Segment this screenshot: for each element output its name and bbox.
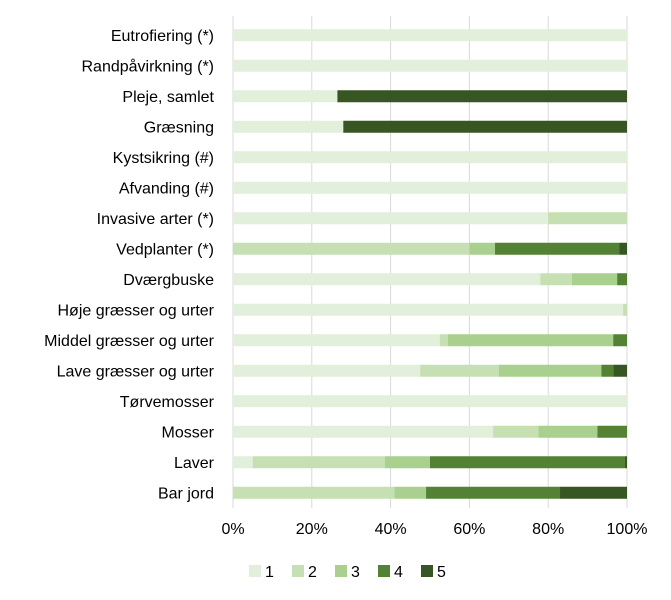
bar-segment-3 — [384, 456, 430, 469]
bar-segment-1 — [233, 212, 549, 225]
category-label: Afvanding (#) — [119, 180, 214, 197]
x-tick-label: 100% — [607, 521, 648, 538]
bar-segment-2 — [420, 364, 499, 377]
category-label: Randpåvirkning (*) — [81, 57, 214, 75]
legend-label: 2 — [308, 564, 317, 581]
bar-segment-5 — [625, 456, 627, 469]
bar-segment-4 — [613, 334, 627, 347]
x-tick-label: 60% — [453, 521, 485, 538]
category-label: Græsning — [144, 119, 214, 136]
bar-segment-1 — [233, 273, 541, 286]
bars — [233, 29, 627, 499]
category-label: Laver — [174, 455, 215, 472]
x-tick-label: 80% — [532, 521, 564, 538]
bar-segment-4 — [430, 456, 626, 469]
bar-segment-5 — [613, 364, 627, 377]
category-label: Dværgbuske — [123, 272, 214, 289]
category-label: Middel græsser og urter — [44, 333, 215, 350]
legend-swatch-4 — [378, 565, 390, 577]
bar-segment-3 — [538, 425, 598, 438]
bar-segment-4 — [597, 425, 627, 438]
bar-segment-2 — [623, 303, 627, 316]
bar-segment-2 — [493, 425, 539, 438]
bar-segment-3 — [498, 364, 602, 377]
category-labels: Eutrofiering (*) Randpåvirkning (*) Pleje,… — [44, 28, 215, 503]
bar-segment-2 — [233, 242, 470, 255]
category-label: Mosser — [162, 424, 215, 441]
category-label: Invasive arter (*) — [97, 211, 214, 228]
bar-segment-1 — [233, 120, 344, 133]
bar-segment-3 — [469, 242, 496, 255]
category-label: Eutrofiering (*) — [111, 28, 214, 45]
legend-label: 5 — [437, 564, 446, 581]
bar-segment-3 — [447, 334, 614, 347]
bar-segment-4 — [601, 364, 614, 377]
category-label: Vedplanter (*) — [116, 241, 214, 258]
bar-segment-1 — [233, 181, 627, 194]
legend: 1 2 3 4 5 — [249, 564, 446, 581]
bar-segment-5 — [619, 242, 627, 255]
bar-segment-1 — [233, 425, 494, 438]
legend-label: 1 — [265, 564, 274, 581]
bar-segment-1 — [233, 303, 624, 316]
bar-segment-1 — [233, 364, 421, 377]
bar-segment-2 — [439, 334, 448, 347]
bar-segment-1 — [233, 90, 338, 103]
x-axis-tick-labels: 0% 20% 40% 60% 80% 100% — [221, 521, 647, 538]
bar-segment-1 — [233, 395, 627, 408]
x-tick-label: 20% — [296, 521, 328, 538]
category-label: Kystsikring (#) — [113, 150, 214, 167]
bar-segment-2 — [233, 486, 395, 499]
bar-segment-2 — [252, 456, 385, 469]
category-label: Tørvemosser — [120, 394, 215, 411]
bar-segment-4 — [495, 242, 620, 255]
bar-segment-5 — [337, 90, 627, 103]
legend-label: 4 — [394, 564, 403, 581]
category-label: Bar jord — [158, 485, 214, 502]
legend-swatch-2 — [292, 565, 304, 577]
bar-segment-2 — [548, 212, 627, 225]
legend-label: 3 — [351, 564, 360, 581]
category-label: Lave græsser og urter — [57, 363, 215, 380]
legend-swatch-3 — [335, 565, 347, 577]
bar-segment-2 — [540, 273, 572, 286]
bar-segment-4 — [617, 273, 627, 286]
bar-segment-3 — [394, 486, 427, 499]
x-tick-label: 40% — [375, 521, 407, 538]
bar-segment-1 — [233, 151, 627, 164]
bar-segment-5 — [560, 486, 627, 499]
bar-segment-4 — [426, 486, 561, 499]
bar-segment-1 — [233, 456, 253, 469]
legend-swatch-1 — [249, 565, 261, 577]
x-tick-label: 0% — [221, 521, 244, 538]
category-label: Høje græsser og urter — [58, 302, 215, 319]
bar-segment-1 — [233, 29, 627, 42]
bar-segment-1 — [233, 59, 627, 72]
bar-segment-3 — [571, 273, 618, 286]
bar-segment-1 — [233, 334, 440, 347]
bar-segment-5 — [343, 120, 627, 133]
legend-swatch-5 — [421, 565, 433, 577]
category-label: Pleje, samlet — [122, 89, 214, 106]
